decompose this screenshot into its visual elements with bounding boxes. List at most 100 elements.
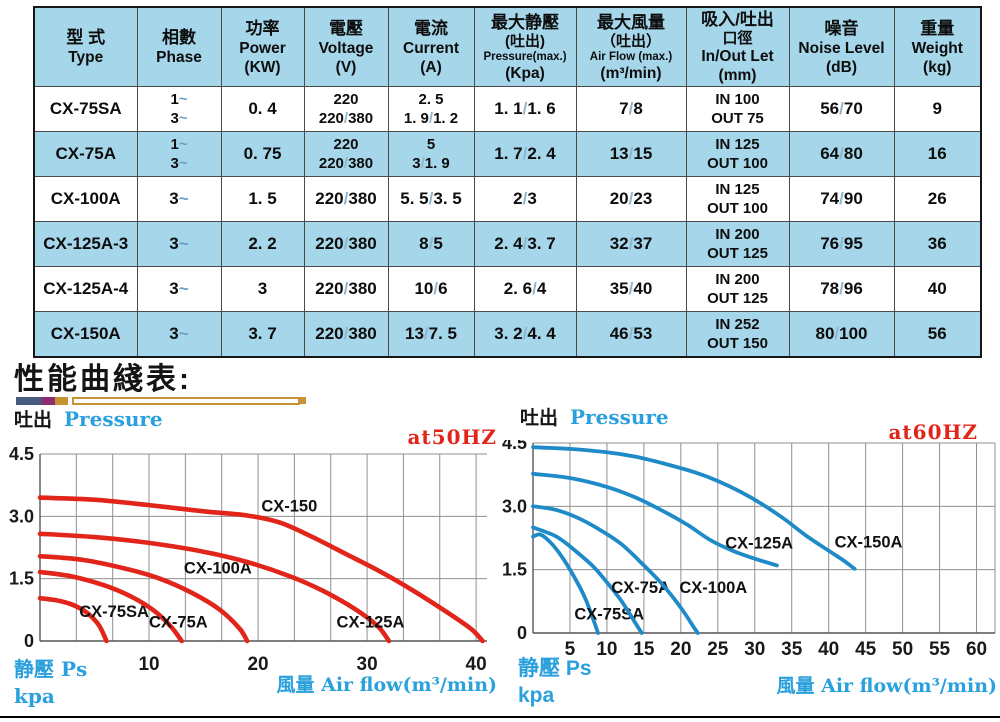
x-tick-label: 10 <box>138 654 159 675</box>
cell-pressure: 3. 2/4. 4 <box>473 311 577 358</box>
col-header-line: 功率 <box>245 18 280 38</box>
col-header-line: 相數 <box>162 28 196 47</box>
cell-airflow: 20/23 <box>575 176 687 222</box>
underline-segment-purple <box>42 396 55 405</box>
x-tick-label: 40 <box>818 639 839 660</box>
cell-noise: 56/70 <box>788 86 895 132</box>
cell-pressure: 1. 1/1. 6 <box>473 86 577 132</box>
cell-phase: 3~ <box>136 221 222 267</box>
col-header-line: Power <box>239 39 286 57</box>
curve-label-CX-100A: CX-100A <box>679 579 747 597</box>
section-title: 性能曲綫表: <box>14 363 192 396</box>
cell-inout: IN 252 OUT 150 <box>685 311 790 358</box>
x-tick-label: 35 <box>781 639 803 660</box>
cell-phase: 1~ 3~ <box>136 86 222 132</box>
cell-phase: 1~ 3~ <box>136 131 222 177</box>
cell-type: CX-125A-4 <box>33 266 138 312</box>
col-header-line: Voltage <box>318 39 374 57</box>
chart50-x-axis-label: 風量 Air flow(m³/min) <box>276 674 497 696</box>
col-header-line: (Kpa) <box>505 64 545 82</box>
chart50-static-pressure-label: 静壓 Ps kpa <box>14 656 87 710</box>
chart50-y-axis-title: 吐出 Pressure <box>14 405 163 432</box>
chart50-frequency-label: at50HZ <box>407 425 497 449</box>
col-header: 重量 Weight (kg) <box>893 6 982 87</box>
curve-CX-125A <box>37 531 392 644</box>
chart50-y-axis-title-cn: 吐出 <box>14 410 53 431</box>
performance-chart-60hz: 01.53.04.55 10 15 20 25 30 35 40 45 50 55 60CX-75SA… <box>502 440 996 660</box>
y-tick-label: 1.5 <box>9 569 34 589</box>
col-header-line: 噪音 <box>824 18 859 38</box>
spec-table-body: CX-75SA 1~ 3~ 0. 4 220 220/380 2. 5 1. 9/1. 2 1.… <box>33 86 982 358</box>
cell-noise: 80/100 <box>788 311 895 358</box>
chart60-y-axis-title-en: Pressure <box>570 405 669 429</box>
cell-inout: IN 200 OUT 125 <box>685 221 790 267</box>
col-header-line: Weight <box>911 39 963 57</box>
chart60-frequency-label: at60HZ <box>888 420 978 444</box>
x-tick-label: 20 <box>247 654 268 675</box>
chart50-ps-label: 静壓 Ps <box>14 657 88 681</box>
x-tick-label: 30 <box>357 654 378 675</box>
col-header-line: （吐出） <box>600 32 661 50</box>
col-header-line: (m³/min) <box>600 64 662 82</box>
cell-voltage: 220 220/380 <box>303 131 389 177</box>
cell-power: 1. 5 <box>220 176 305 222</box>
cell-noise: 64/80 <box>788 131 895 177</box>
col-header-line: 最大風量 <box>597 12 665 32</box>
curve-label-CX-100A: CX-100A <box>184 560 252 578</box>
cell-current: 5. 5/3. 5 <box>387 176 475 222</box>
col-header-line: Current <box>403 39 459 57</box>
chart60-x-axis-label: 風量 Air flow(m³/min) <box>776 675 997 697</box>
header-row: 型 式 Type 相數 Phase 功率 Power (KW) 電壓 Voltage (V) 電流 C… <box>33 6 982 87</box>
cell-type: CX-75SA <box>33 86 138 132</box>
y-tick-label: 1.5 <box>502 560 527 580</box>
cell-noise: 78/96 <box>788 266 895 312</box>
x-tick-label: 55 <box>929 639 951 660</box>
curve-CX-125A <box>531 471 779 568</box>
col-header-line: (V) <box>335 58 357 76</box>
chart50-kpa-label: kpa <box>14 684 55 708</box>
cell-weight: 36 <box>893 221 982 267</box>
cell-current: 13/7. 5 <box>387 311 475 358</box>
title-underline <box>16 396 306 405</box>
y-tick-label: 4.5 <box>9 444 34 464</box>
cell-noise: 74/90 <box>788 176 895 222</box>
cell-type: CX-100A <box>33 176 138 222</box>
col-header: 相數 Phase <box>136 6 222 87</box>
underline-segment-gold <box>55 396 68 405</box>
cell-weight: 26 <box>893 176 982 222</box>
col-header-line: In/Out Let <box>701 48 774 65</box>
table-row: CX-75SA 1~ 3~ 0. 4 220 220/380 2. 5 1. 9/1. 2 1.… <box>33 86 982 132</box>
col-header-line: 重量 <box>920 18 955 38</box>
col-header: 型 式 Type <box>33 6 138 87</box>
chart60-kpa-label: kpa <box>518 684 555 707</box>
cell-current: 8/5 <box>387 221 475 267</box>
chart60-ps-label: 静壓 Ps <box>518 657 592 680</box>
cell-power: 0. 75 <box>220 131 305 177</box>
cell-weight: 40 <box>893 266 982 312</box>
curve-label-CX-75A: CX-75A <box>611 579 670 597</box>
cell-voltage: 220/380 <box>303 176 389 222</box>
x-tick-label: 40 <box>466 654 487 675</box>
cell-airflow: 13/15 <box>575 131 687 177</box>
col-header-line: 電壓 <box>329 18 363 38</box>
cell-current: 10/6 <box>387 266 475 312</box>
cell-power: 0. 4 <box>220 86 305 132</box>
cell-type: CX-125A-3 <box>33 221 138 267</box>
cell-inout: IN 200 OUT 125 <box>685 266 790 312</box>
col-header: 最大風量 （吐出） Air Flow (max.) (m³/min) <box>575 6 687 87</box>
spec-table: 型 式 Type 相數 Phase 功率 Power (KW) 電壓 Voltage (V) 電流 C… <box>33 6 982 358</box>
chart60-y-axis-title: 吐出 Pressure <box>520 403 669 430</box>
curve-CX-150A <box>531 445 857 571</box>
cell-power: 3 <box>220 266 305 312</box>
col-header-line: (mm) <box>718 67 757 84</box>
underline-cap <box>300 397 306 404</box>
cell-phase: 3~ <box>136 311 222 358</box>
col-header-line: (吐出) <box>505 32 545 50</box>
x-tick-label: 30 <box>744 639 765 660</box>
cell-type: CX-75A <box>33 131 138 177</box>
col-header-line: 口徑 <box>722 30 753 47</box>
curve-label-CX-125A: CX-125A <box>725 535 793 553</box>
x-tick-label: 20 <box>670 639 691 660</box>
table-row: CX-150A 3~ 3. 7 220/380 13/7. 5 3. 2/4. 4 46/5… <box>33 311 982 358</box>
